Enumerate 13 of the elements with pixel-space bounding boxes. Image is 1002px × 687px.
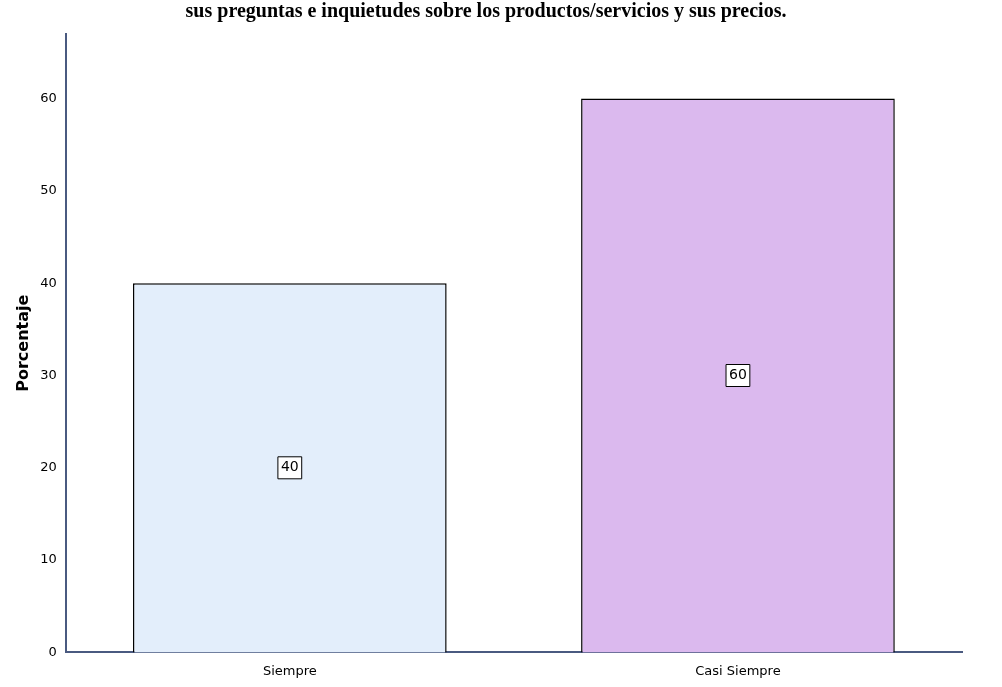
y-tick-label: 60 [40,89,57,105]
y-tick-label: 0 [48,643,57,659]
chart-title: sus preguntas e inquietudes sobre los productos/servicios y sus precios. [185,0,787,23]
y-tick-label: 10 [40,551,57,567]
y-axis-title: Porcentaje [12,294,32,392]
x-tick-label: Siempre [262,662,317,678]
data-label: 60 [729,366,747,383]
y-tick-label: 20 [40,459,57,475]
x-tick-label: Casi Siempre [695,662,781,678]
y-tick-label: 50 [40,182,57,198]
y-tick-label: 40 [40,274,57,290]
y-tick-label: 30 [40,366,57,382]
data-label: 40 [280,458,299,475]
